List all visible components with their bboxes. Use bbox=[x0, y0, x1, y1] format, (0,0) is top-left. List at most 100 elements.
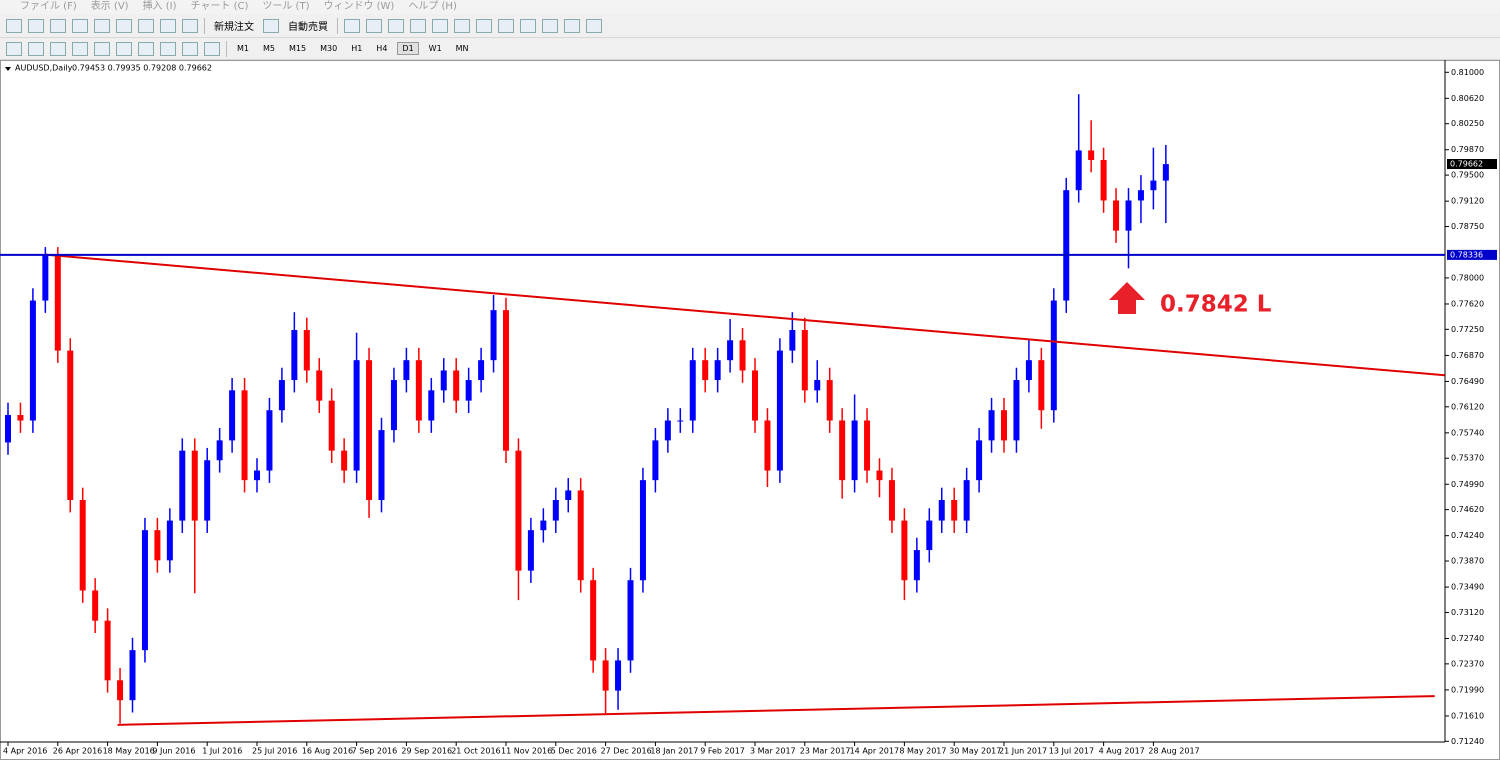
toolbar-icon[interactable] bbox=[542, 18, 558, 33]
drawing-tool[interactable] bbox=[6, 41, 22, 56]
candle-body bbox=[764, 420, 771, 471]
y-tick-label: 0.74620 bbox=[1451, 505, 1484, 514]
toolbar-icon[interactable] bbox=[564, 18, 580, 33]
menu-item[interactable]: ウィンドウ (W) bbox=[323, 1, 395, 12]
y-tick-label: 0.73490 bbox=[1451, 583, 1484, 592]
y-tick-label: 0.79120 bbox=[1451, 197, 1484, 206]
y-tick-label: 0.80250 bbox=[1451, 119, 1484, 128]
price-label: 0.78336 bbox=[1450, 250, 1483, 259]
x-tick-label: 8 May 2017 bbox=[899, 747, 946, 756]
drawing-tool[interactable] bbox=[160, 41, 176, 56]
candle-body bbox=[67, 350, 74, 501]
toolbar-icon[interactable] bbox=[160, 18, 176, 33]
toolbar-icon[interactable] bbox=[116, 18, 132, 33]
menu-item[interactable]: 挿入 (I) bbox=[142, 1, 177, 12]
toolbar-icon[interactable] bbox=[586, 18, 602, 33]
candle-body bbox=[390, 380, 397, 431]
timeframe-button[interactable]: M30 bbox=[320, 44, 338, 53]
y-tick-label: 0.75370 bbox=[1451, 454, 1484, 463]
drawing-tool[interactable] bbox=[72, 41, 88, 56]
candle-body bbox=[752, 370, 758, 421]
drawing-tool[interactable] bbox=[28, 41, 44, 56]
y-tick-label: 0.73870 bbox=[1451, 557, 1484, 566]
drawing-tool[interactable] bbox=[182, 41, 198, 56]
toolbar-icon[interactable] bbox=[520, 18, 536, 33]
toolbar-icon[interactable] bbox=[138, 18, 154, 33]
toolbar-icon[interactable] bbox=[366, 18, 382, 33]
toolbar-icon[interactable] bbox=[94, 18, 110, 33]
symbol-menu-arrow[interactable] bbox=[5, 67, 11, 71]
toolbar-icon[interactable] bbox=[498, 18, 514, 33]
candle-body bbox=[864, 420, 871, 471]
separator bbox=[337, 17, 338, 34]
candle-body bbox=[938, 500, 945, 521]
toolbar-icon[interactable] bbox=[454, 18, 470, 33]
toolbar-icon[interactable] bbox=[410, 18, 426, 33]
toolbar-icon[interactable] bbox=[388, 18, 404, 33]
candle-body bbox=[976, 440, 983, 481]
timeframe-button[interactable]: W1 bbox=[428, 44, 442, 53]
menu-item[interactable]: ファイル (F) bbox=[20, 1, 77, 12]
candle-body bbox=[191, 450, 198, 521]
candle-body bbox=[714, 360, 721, 381]
toolbar-icon[interactable] bbox=[344, 18, 360, 33]
drawing-tool[interactable] bbox=[204, 41, 220, 56]
new-order-button[interactable]: 新規注文 bbox=[214, 22, 254, 33]
x-tick-label: 7 Sep 2016 bbox=[352, 747, 398, 756]
drawing-tool[interactable] bbox=[50, 41, 66, 56]
candle-body bbox=[1025, 360, 1032, 381]
y-tick-label: 0.79500 bbox=[1451, 171, 1484, 180]
candle-body bbox=[988, 410, 995, 441]
timeframe-button[interactable]: H1 bbox=[351, 44, 363, 53]
x-tick-label: 4 Apr 2016 bbox=[3, 747, 47, 756]
toolbar-icon[interactable] bbox=[72, 18, 88, 33]
x-tick-label: 27 Dec 2016 bbox=[601, 747, 652, 756]
candle-body bbox=[17, 415, 24, 421]
candle-body bbox=[1038, 360, 1045, 411]
candle-body bbox=[216, 440, 223, 461]
drawing-tool[interactable] bbox=[138, 41, 154, 56]
y-tick-label: 0.71990 bbox=[1451, 685, 1484, 694]
candle-body bbox=[826, 380, 833, 421]
y-tick-label: 0.72370 bbox=[1451, 659, 1484, 668]
x-tick-label: 23 Mar 2017 bbox=[800, 747, 851, 756]
drawing-tool[interactable] bbox=[94, 41, 110, 56]
toolbar-icon[interactable] bbox=[182, 18, 198, 33]
timeframe-button[interactable]: H4 bbox=[376, 44, 388, 53]
toolbar-icon[interactable] bbox=[50, 18, 66, 33]
autotrade-button[interactable]: 自動売買 bbox=[288, 22, 328, 33]
candle-body bbox=[527, 530, 534, 571]
toolbar-icon[interactable] bbox=[6, 18, 22, 33]
candle-body bbox=[328, 400, 335, 451]
timeframe-button[interactable]: D1 bbox=[397, 42, 419, 55]
toolbar-icon[interactable] bbox=[263, 18, 279, 33]
candle-body bbox=[465, 380, 472, 401]
menu-item[interactable]: チャート (C) bbox=[190, 1, 249, 12]
candle-body bbox=[1113, 200, 1120, 231]
candle-body bbox=[913, 550, 920, 581]
timeframe-button[interactable]: M15 bbox=[289, 44, 307, 53]
y-tick-label: 0.75740 bbox=[1451, 428, 1484, 437]
candle-body bbox=[851, 420, 858, 481]
menu-item[interactable]: ヘルプ (H) bbox=[408, 1, 457, 12]
menu-item[interactable]: ツール (T) bbox=[262, 1, 310, 12]
candle-body bbox=[1001, 410, 1007, 441]
candle-body bbox=[378, 430, 385, 501]
candle-body bbox=[702, 360, 709, 381]
timeframe-button[interactable]: MN bbox=[455, 44, 469, 53]
candle-body bbox=[303, 330, 310, 371]
menu-item[interactable]: 表示 (V) bbox=[90, 1, 129, 12]
candle-body bbox=[627, 580, 634, 661]
toolbar-icon[interactable] bbox=[28, 18, 44, 33]
x-tick-label: 18 Jan 2017 bbox=[650, 747, 698, 756]
toolbar-icon[interactable] bbox=[432, 18, 448, 33]
candle-body bbox=[29, 300, 36, 421]
candle-body bbox=[490, 310, 497, 361]
timeframe-button[interactable]: M5 bbox=[263, 44, 275, 53]
timeframe-button[interactable]: M1 bbox=[237, 44, 249, 53]
candle-body bbox=[1150, 180, 1157, 191]
y-tick-label: 0.80620 bbox=[1451, 94, 1484, 103]
drawing-tool[interactable] bbox=[116, 41, 132, 56]
toolbar-icon[interactable] bbox=[476, 18, 492, 33]
annotation-text: 0.7842 L bbox=[1160, 292, 1272, 318]
